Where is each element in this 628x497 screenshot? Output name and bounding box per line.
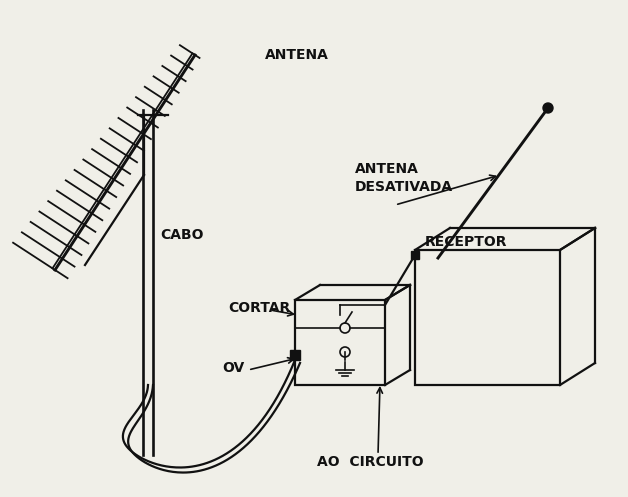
Text: CORTAR: CORTAR [228, 301, 290, 315]
Bar [411, 251, 419, 259]
Text: OV: OV [222, 361, 244, 375]
Text: ANTENA
DESATIVADA: ANTENA DESATIVADA [355, 163, 453, 194]
Text: AO  CIRCUITO: AO CIRCUITO [317, 455, 423, 469]
Text: ANTENA: ANTENA [265, 48, 329, 62]
Text: RECEPTOR: RECEPTOR [425, 235, 507, 249]
Text: CABO: CABO [160, 228, 203, 242]
Bar [290, 350, 300, 360]
Circle shape [543, 103, 553, 113]
